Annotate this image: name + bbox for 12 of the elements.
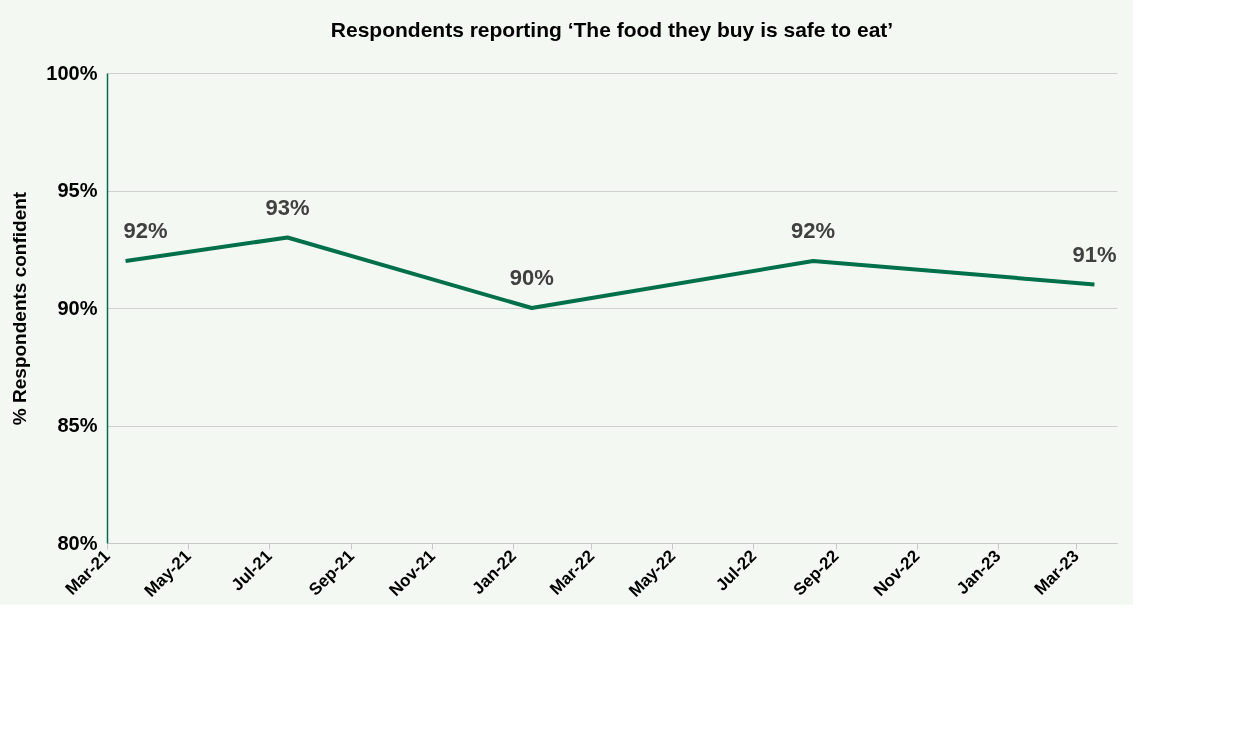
y-tick-label: 90% bbox=[57, 296, 98, 319]
y-tick-label: 95% bbox=[57, 179, 98, 201]
text: 93% bbox=[265, 194, 310, 220]
text: 92% bbox=[791, 218, 836, 243]
y-axis-title: % Respondents confident bbox=[9, 191, 31, 426]
text: 90% bbox=[509, 265, 554, 290]
y-tick-label: 80% bbox=[57, 531, 98, 554]
y-tick-label: 85% bbox=[57, 414, 98, 436]
y-tick-label: 100% bbox=[46, 61, 98, 84]
chart-title: Respondents reporting ‘The food they buy is safe to eat’ bbox=[330, 18, 894, 41]
text: 91% bbox=[1072, 241, 1117, 267]
text: 92% bbox=[123, 218, 168, 243]
